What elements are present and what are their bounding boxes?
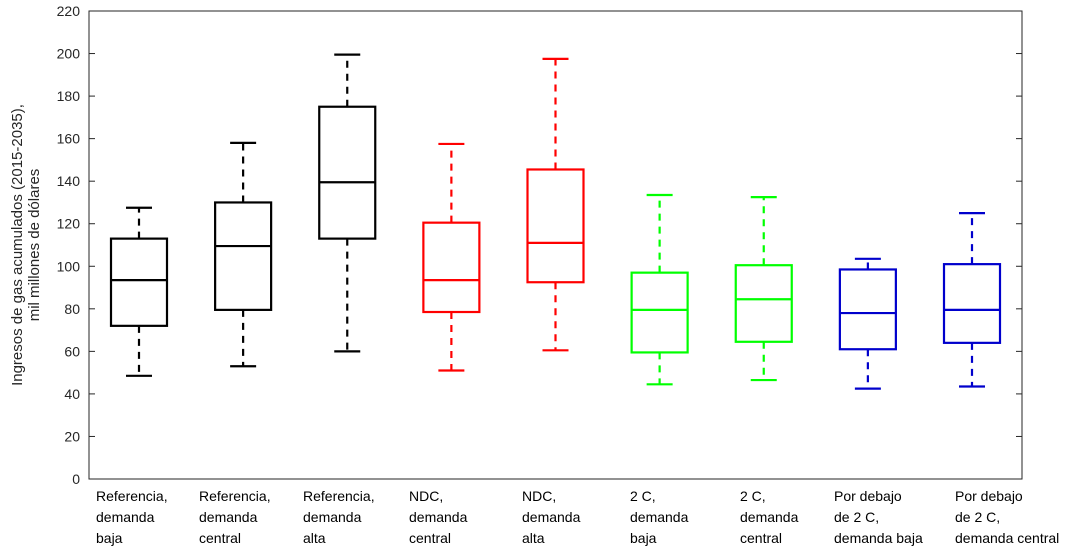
iqr-box [734, 264, 793, 343]
x-category-label: Referencia, demanda central [199, 486, 271, 549]
x-category-label: 2 C, demanda baja [630, 486, 689, 549]
iqr-box [422, 221, 481, 314]
box-group [109, 206, 169, 377]
x-category-label: NDC, demanda alta [522, 486, 581, 549]
x-category-label: Por debajo de 2 C, demanda central [955, 486, 1060, 549]
iqr-box [214, 201, 273, 311]
y-axis: 0 20 40 60 80 100 120 140 160 180 200 220 [57, 3, 1022, 487]
iqr-box [838, 268, 897, 351]
x-category-label: NDC, demanda central [409, 486, 468, 549]
y-axis-label-line: mil millones de dólares [26, 169, 43, 322]
y-tick-label: 120 [57, 216, 81, 232]
y-axis-label-line: Ingresos de gas acumulados (2015-2035), [9, 104, 26, 386]
iqr-box [942, 263, 1002, 344]
y-tick-label: 220 [57, 3, 81, 19]
x-category-label: 2 C, demanda central [740, 486, 799, 549]
box-group [630, 193, 689, 386]
box-group [422, 142, 481, 372]
y-tick-label: 0 [72, 471, 80, 487]
y-tick-label: 200 [57, 46, 81, 62]
y-tick-label: 20 [64, 428, 80, 444]
box-group [838, 257, 897, 390]
iqr-box [526, 168, 585, 284]
y-tick-label: 180 [57, 88, 81, 104]
x-category-label: Referencia, demanda alta [303, 486, 375, 549]
y-tick-label: 40 [64, 386, 80, 402]
box-group [214, 141, 273, 368]
x-category-label: Referencia, demanda baja [96, 486, 168, 549]
y-tick-label: 80 [64, 301, 80, 317]
iqr-box [318, 105, 377, 240]
x-category-label: Por debajo de 2 C, demanda baja [834, 486, 923, 549]
iqr-box [109, 237, 169, 327]
y-tick-label: 160 [57, 131, 81, 147]
y-axis-label: Ingresos de gas acumulados (2015-2035),m… [9, 104, 43, 386]
y-tick-label: 140 [57, 173, 81, 189]
iqr-box [630, 271, 689, 354]
box-group [318, 53, 377, 353]
y-tick-label: 60 [64, 343, 80, 359]
box-group [942, 211, 1002, 388]
y-tick-label: 100 [57, 258, 81, 274]
box-group [526, 57, 585, 352]
box-series [109, 53, 1002, 390]
box-group [734, 196, 793, 382]
